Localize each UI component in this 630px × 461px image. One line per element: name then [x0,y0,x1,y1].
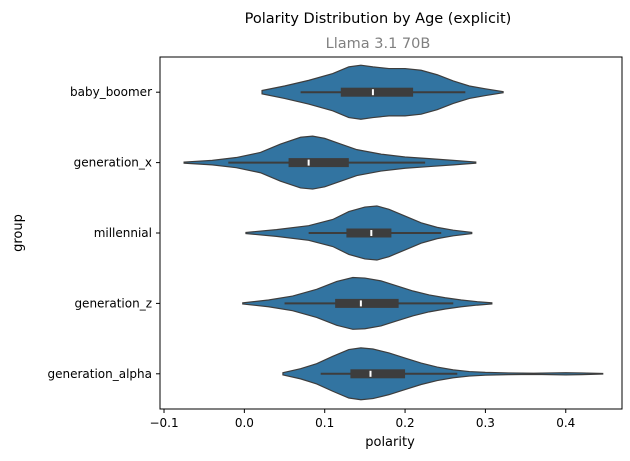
violin-iqr-box-baby_boomer [340,87,414,97]
y-tick-label: generation_z [74,296,152,310]
y-tick-label: millennial [94,226,152,240]
x-axis-ticks: −0.1 0.0 0.1 0.2 0.3 0.4 [149,409,575,430]
violins-layer [183,64,604,401]
violin-baby_boomer [261,64,504,120]
y-tick-label: generation_x [74,156,152,170]
x-tick-label: 0.1 [315,416,334,430]
violin-generation_x [183,135,477,190]
plot-frame [159,56,623,410]
x-tick-label: 0.3 [476,416,495,430]
chart-subtitle: Llama 3.1 70B [326,36,431,52]
violin-generation_z [242,276,493,330]
violin-generation_alpha [282,347,604,401]
y-tick-label: generation_alpha [47,367,152,381]
chart-title: Polarity Distribution by Age (explicit) [245,11,512,27]
y-axis-ticks: baby_boomer generation_x millennial generat… [47,85,160,381]
y-tick-label: baby_boomer [70,85,152,99]
x-tick-label: 0.2 [396,416,415,430]
x-axis-label: polarity [365,435,415,450]
y-axis-label: group [11,214,26,252]
x-tick-label: 0.4 [556,416,575,430]
violin-iqr-box-millennial [346,228,392,238]
x-tick-label: 0.0 [235,416,254,430]
violin-iqr-box-generation_z [335,298,399,308]
x-tick-label: −0.1 [149,416,178,430]
violin-millennial [245,205,473,261]
violin-iqr-box-generation_x [288,158,349,168]
violin-iqr-box-generation_alpha [350,369,406,379]
